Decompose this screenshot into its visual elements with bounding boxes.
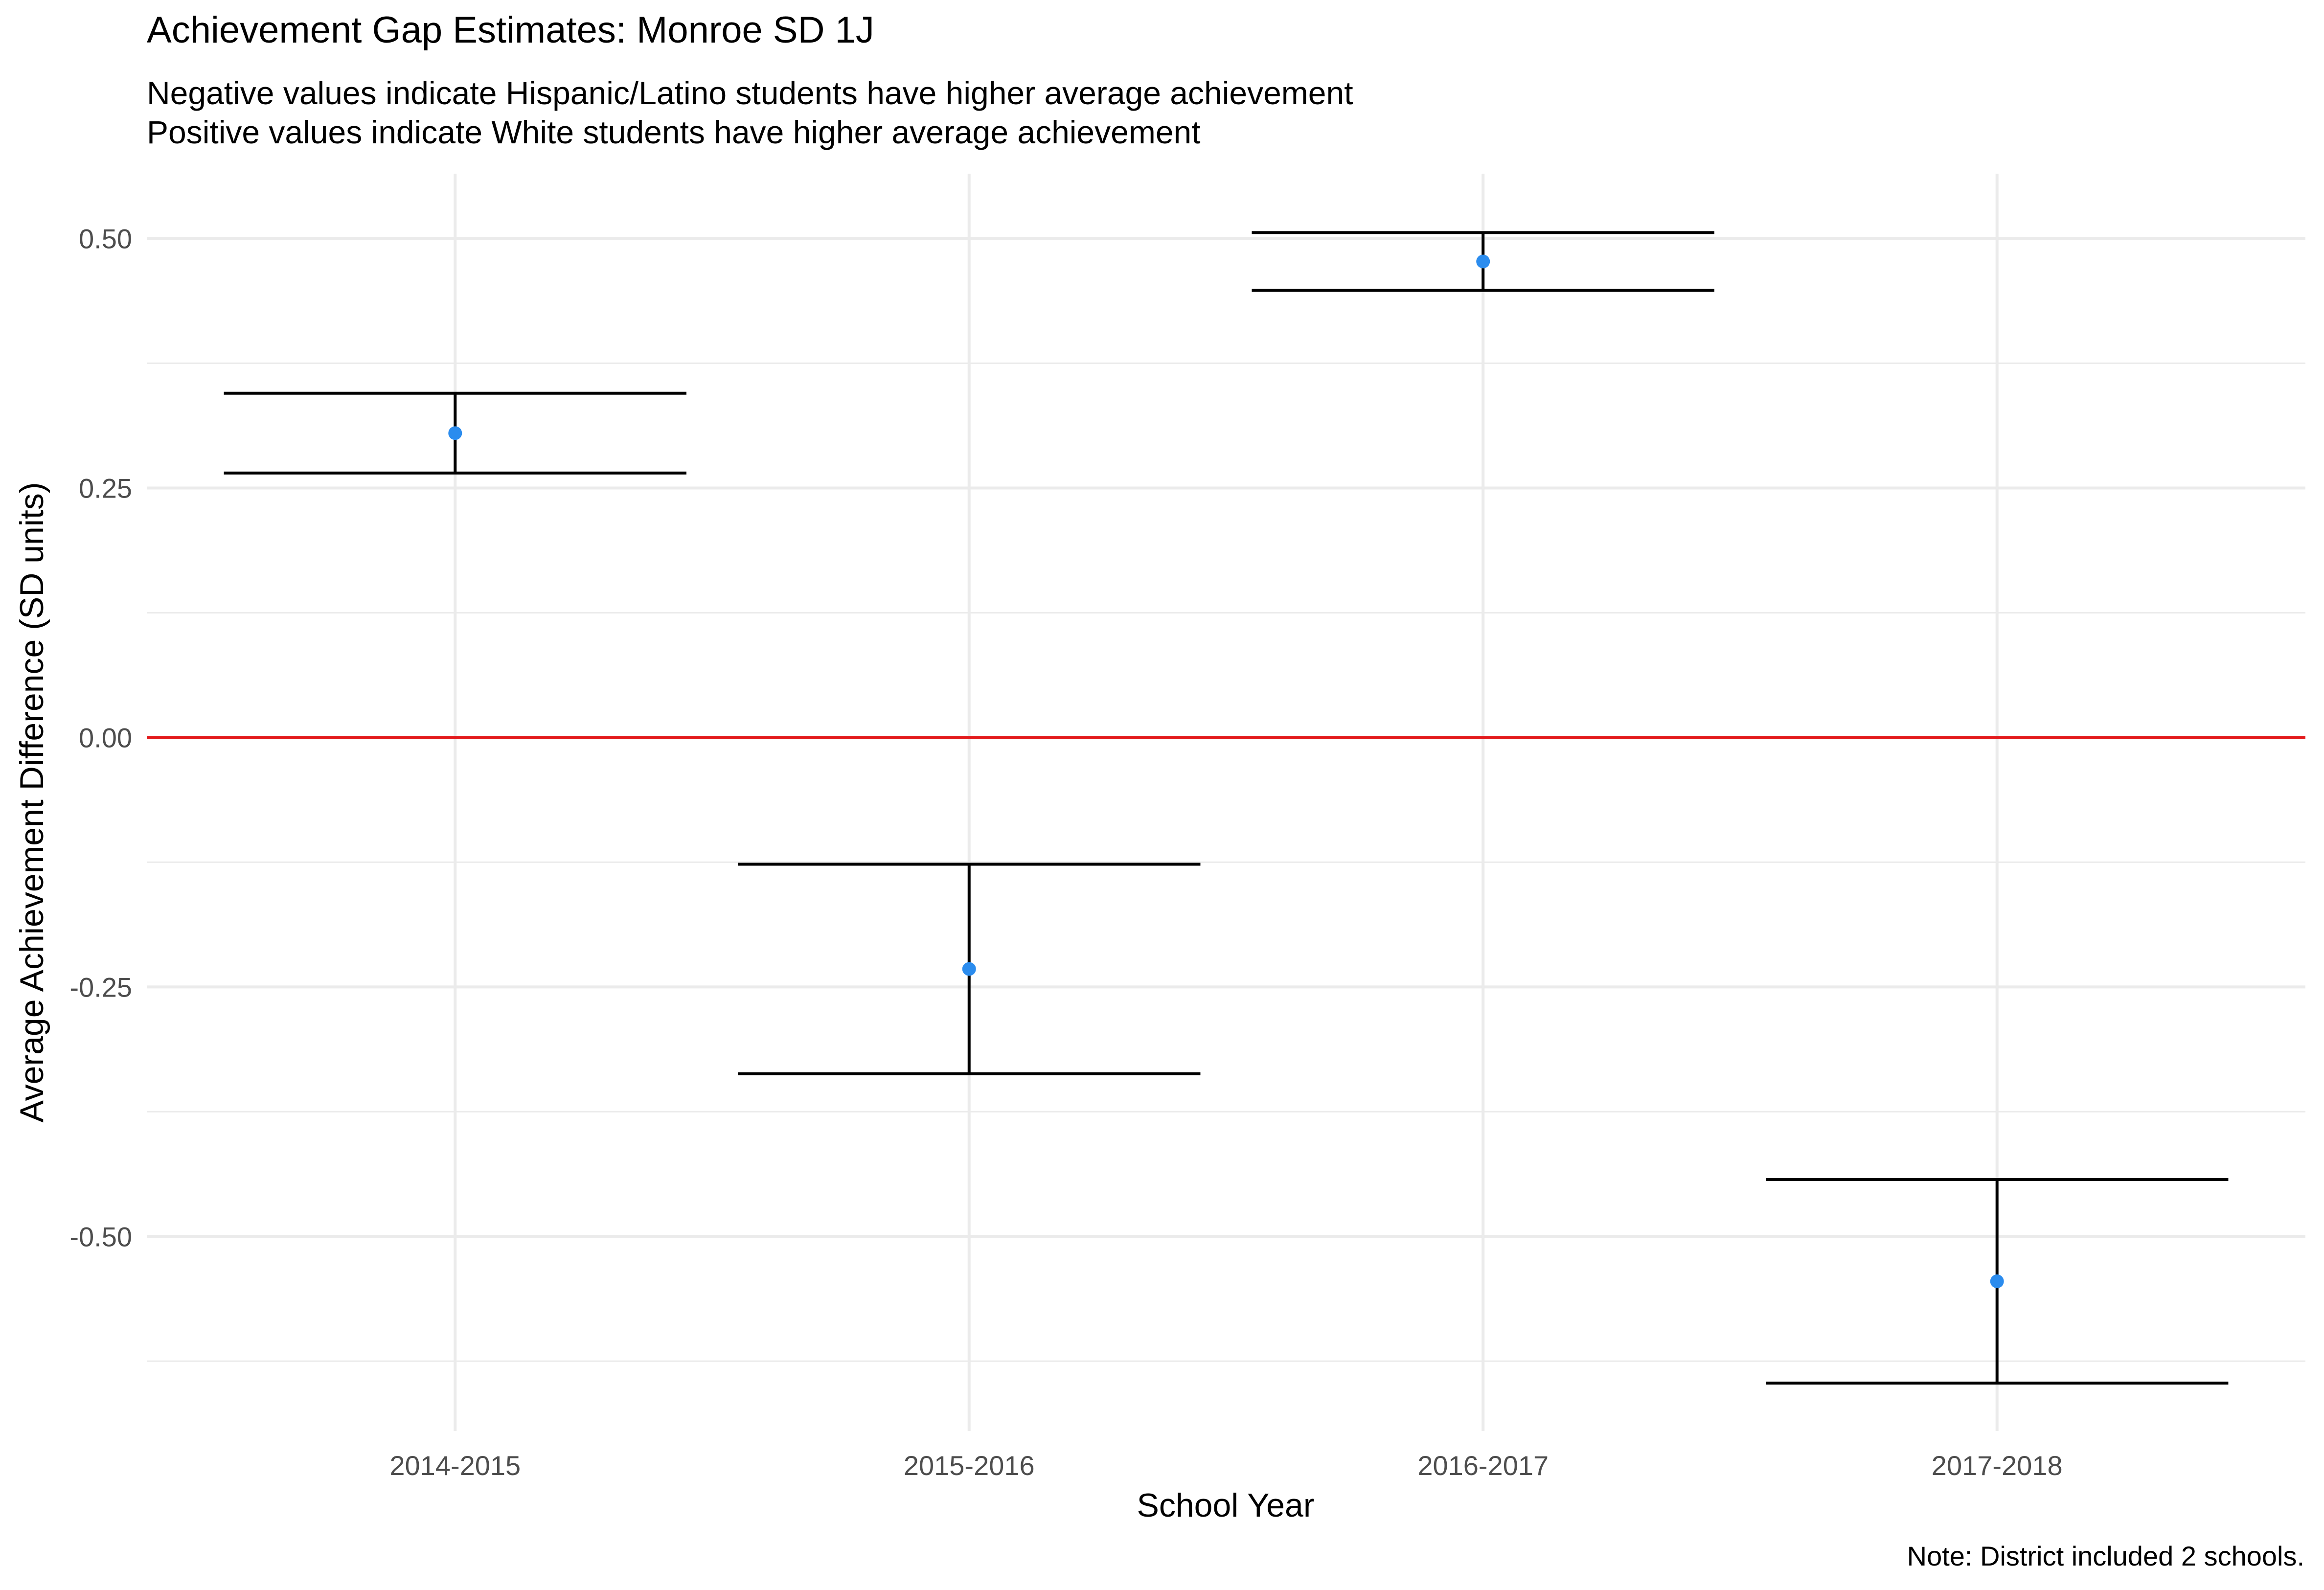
estimate-point — [448, 426, 462, 440]
y-tick-label: 0.25 — [79, 473, 132, 504]
chart-subtitle-line-1: Negative values indicate Hispanic/Latino… — [147, 75, 1353, 111]
x-tick-label: 2017-2018 — [1932, 1450, 2063, 1481]
chart-title: Achievement Gap Estimates: Monroe SD 1J — [147, 9, 874, 51]
point-estimates — [448, 254, 2004, 1289]
y-axis-title: Average Achievement Difference (SD units… — [13, 482, 50, 1122]
x-tick-label: 2016-2017 — [1417, 1450, 1549, 1481]
chart-caption: Note: District included 2 schools. — [1907, 1541, 2304, 1571]
y-tick-label: -0.50 — [69, 1221, 132, 1252]
y-tick-label: -0.25 — [69, 972, 132, 1002]
y-tick-label: 0.00 — [79, 722, 132, 753]
y-tick-label: 0.50 — [79, 224, 132, 254]
x-tick-label: 2014-2015 — [389, 1450, 521, 1481]
x-axis-tick-labels: 2014-2015 2015-2016 2016-2017 2017-2018 — [389, 1450, 2062, 1481]
estimate-point — [1476, 254, 1490, 269]
estimate-point — [962, 962, 976, 976]
chart-subtitle-line-2: Positive values indicate White students … — [147, 114, 1201, 150]
x-tick-label: 2015-2016 — [904, 1450, 1035, 1481]
y-axis-tick-labels: 0.50 0.25 0.00 -0.25 -0.50 — [69, 224, 132, 1252]
estimate-point — [1990, 1274, 2004, 1289]
x-axis-title: School Year — [1137, 1487, 1315, 1524]
minor-gridlines — [147, 363, 2305, 1362]
major-gridlines — [147, 174, 2305, 1431]
error-bars — [224, 231, 2229, 1385]
